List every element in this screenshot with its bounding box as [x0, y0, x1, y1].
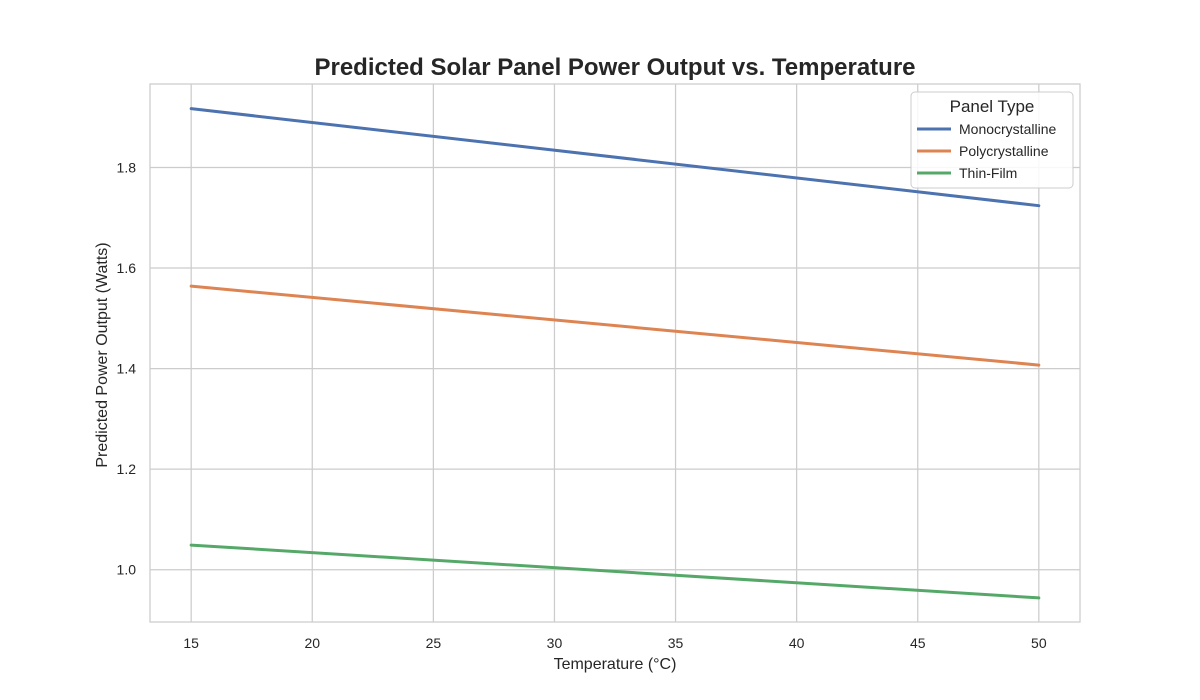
y-tick-label: 1.0	[117, 562, 137, 578]
legend: Panel Type Monocrystalline Polycrystalline…	[910, 91, 1074, 189]
y-tick-labels: 1.0 1.2 1.4 1.6 1.8	[117, 159, 137, 577]
x-tick-label: 15	[183, 635, 199, 651]
series-line-thin-film	[189, 543, 1041, 600]
legend-title: Panel Type	[950, 97, 1035, 116]
x-tick-label: 35	[668, 635, 684, 651]
legend-label: Polycrystalline	[959, 143, 1049, 159]
y-tick-label: 1.4	[117, 361, 137, 377]
x-tick-labels: 15 20 25 30 35 40 45 50	[183, 635, 1046, 651]
x-tick-label: 20	[304, 635, 320, 651]
series-line-monocrystalline	[189, 107, 1041, 208]
chart-title: Predicted Solar Panel Power Output vs. T…	[314, 54, 915, 81]
x-tick-label: 50	[1031, 635, 1047, 651]
x-tick-label: 40	[789, 635, 805, 651]
x-tick-label: 25	[426, 635, 442, 651]
y-tick-label: 1.6	[117, 260, 137, 276]
series-line-polycrystalline	[189, 284, 1041, 367]
x-axis-label: Temperature (°C)	[554, 656, 677, 673]
y-tick-label: 1.2	[117, 461, 137, 477]
legend-label: Monocrystalline	[959, 121, 1056, 137]
plot-frame	[149, 83, 1081, 623]
series-lines	[189, 107, 1041, 600]
legend-label: Thin-Film	[959, 165, 1017, 181]
x-tick-label: 30	[547, 635, 563, 651]
legend-box	[910, 91, 1074, 189]
y-tick-label: 1.8	[117, 159, 137, 175]
y-axis-label: Predicted Power Output (Watts)	[94, 242, 111, 467]
x-tick-label: 45	[910, 635, 926, 651]
